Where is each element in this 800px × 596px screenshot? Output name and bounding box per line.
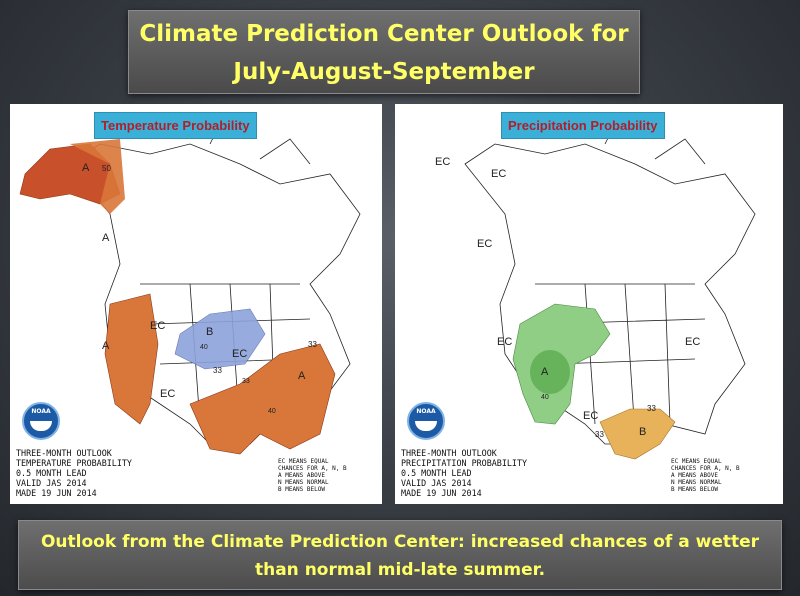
noaa-logo-icon: NOAA <box>22 402 60 440</box>
temperature-legend: EC MEANS EQUAL CHANCES FOR A, N, B A MEA… <box>278 458 347 493</box>
precip-below-gulf <box>599 408 676 460</box>
temperature-map-panel: Temperature Probability A 50 A A EC B 40… <box>10 104 382 504</box>
map-label: EC <box>435 156 451 168</box>
map-label: B <box>206 326 214 338</box>
map-label: EC <box>685 336 701 348</box>
map-label: EC <box>497 336 513 348</box>
temp-above-alaska-ring <box>70 139 125 214</box>
noaa-logo-icon: NOAA <box>407 402 445 440</box>
map-label: EC <box>232 348 248 360</box>
precipitation-caption: THREE-MONTH OUTLOOK PRECIPITATION PROBAB… <box>401 448 528 498</box>
map-label: 33 <box>595 430 604 439</box>
map-label: EC <box>491 168 507 180</box>
map-label: EC <box>160 388 176 400</box>
map-label: 33 <box>213 366 222 375</box>
precip-above-core <box>530 350 570 394</box>
title-line-1: Climate Prediction Center Outlook for <box>139 21 629 47</box>
map-label: EC <box>583 410 599 422</box>
map-label: EC <box>477 238 493 250</box>
map-label: A <box>82 162 90 174</box>
precipitation-map <box>464 123 756 460</box>
temperature-tag: Temperature Probability <box>94 112 257 139</box>
temp-below-midwest <box>174 308 266 370</box>
map-label: A <box>541 366 549 378</box>
map-label: 33 <box>647 404 656 413</box>
precipitation-tag: Precipitation Probability <box>501 112 665 139</box>
map-label: 40 <box>200 344 208 351</box>
title-line-2: July-August-September <box>233 59 535 85</box>
map-label: A <box>298 370 306 382</box>
precipitation-map-panel: Precipitation Probability EC EC EC EC A … <box>395 104 783 504</box>
precipitation-legend: EC MEANS EQUAL CHANCES FOR A, N, B A MEA… <box>671 458 740 493</box>
map-label: 33 <box>308 340 317 349</box>
map-label: 33 <box>242 378 250 385</box>
temp-above-southeast <box>189 343 336 455</box>
map-label: A <box>102 340 110 352</box>
temp-above-west <box>104 293 159 425</box>
map-label: 40 <box>541 394 549 401</box>
map-label: 50 <box>102 164 111 173</box>
map-label: B <box>639 426 647 438</box>
temperature-map <box>19 123 361 455</box>
bottom-caption: Outlook from the Climate Prediction Cent… <box>18 520 782 590</box>
map-label: A <box>102 232 110 244</box>
map-label: EC <box>150 320 166 332</box>
map-label: 40 <box>268 408 276 415</box>
temperature-caption: THREE-MONTH OUTLOOK TEMPERATURE PROBABIL… <box>16 448 132 498</box>
slide-title: Climate Prediction Center Outlook for Ju… <box>128 10 640 94</box>
